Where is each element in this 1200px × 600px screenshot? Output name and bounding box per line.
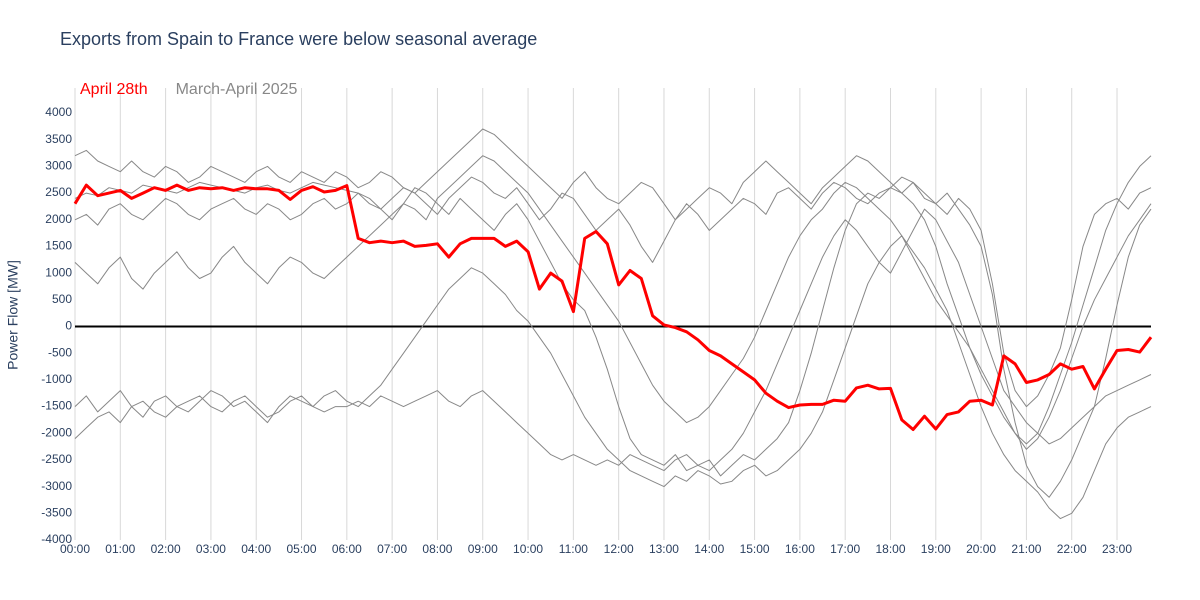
x-tick-label: 03:00	[196, 542, 226, 556]
y-tick-label: 1500	[45, 239, 72, 253]
reference-line	[74, 235, 1152, 520]
x-tick-label: 14:00	[694, 542, 724, 556]
reference-line	[74, 208, 1152, 472]
y-tick-label: -1500	[41, 399, 72, 413]
x-tick-label: 21:00	[1011, 542, 1041, 556]
x-tick-label: 19:00	[921, 542, 951, 556]
chart-title: Exports from Spain to France were below …	[60, 29, 537, 49]
x-tick-label: 20:00	[966, 542, 996, 556]
x-tick-label: 22:00	[1057, 542, 1087, 556]
highlight-line	[73, 183, 1153, 431]
y-axis-label: Power Flow [MW]	[5, 260, 21, 370]
x-tick-label: 23:00	[1102, 542, 1132, 556]
y-tick-label: -2500	[41, 452, 72, 466]
x-tick-label: 01:00	[105, 542, 135, 556]
y-tick-label: 3000	[45, 159, 72, 173]
y-tick-label: 3500	[45, 132, 72, 146]
x-tick-label: 04:00	[241, 542, 271, 556]
x-tick-label: 16:00	[785, 542, 815, 556]
x-tick-label: 09:00	[468, 542, 498, 556]
reference-line	[74, 181, 1152, 498]
y-tick-label: -4000	[41, 532, 72, 546]
x-tick-label: 00:00	[60, 542, 90, 556]
x-tick-label: 13:00	[649, 542, 679, 556]
y-tick-label: -1000	[41, 372, 72, 386]
x-tick-label: 08:00	[422, 542, 452, 556]
x-tick-label: 18:00	[875, 542, 905, 556]
x-tick-label: 17:00	[830, 542, 860, 556]
y-tick-label: 2500	[45, 185, 72, 199]
y-tick-label: 500	[52, 292, 72, 306]
legend-label: March-April 2025	[176, 81, 298, 98]
y-tick-label: 2000	[45, 212, 72, 226]
x-tick-label: 05:00	[287, 542, 317, 556]
x-tick-label: 11:00	[559, 542, 588, 556]
y-tick-label: 4000	[45, 105, 72, 119]
reference-line	[74, 176, 1152, 408]
y-tick-label: -500	[48, 345, 72, 359]
y-tick-label: -3500	[41, 505, 72, 519]
y-tick-label: 0	[65, 319, 72, 333]
x-tick-label: 15:00	[740, 542, 770, 556]
x-tick-label: 12:00	[604, 542, 634, 556]
x-tick-label: 02:00	[151, 542, 181, 556]
x-tick-label: 10:00	[513, 542, 543, 556]
y-tick-label: -3000	[41, 479, 72, 493]
y-tick-label: -2000	[41, 425, 72, 439]
y-tick-label: 1000	[45, 265, 72, 279]
reference-line	[74, 128, 1152, 445]
legend-label: April 28th	[80, 81, 148, 98]
x-tick-label: 06:00	[332, 542, 362, 556]
x-tick-label: 07:00	[377, 542, 407, 556]
